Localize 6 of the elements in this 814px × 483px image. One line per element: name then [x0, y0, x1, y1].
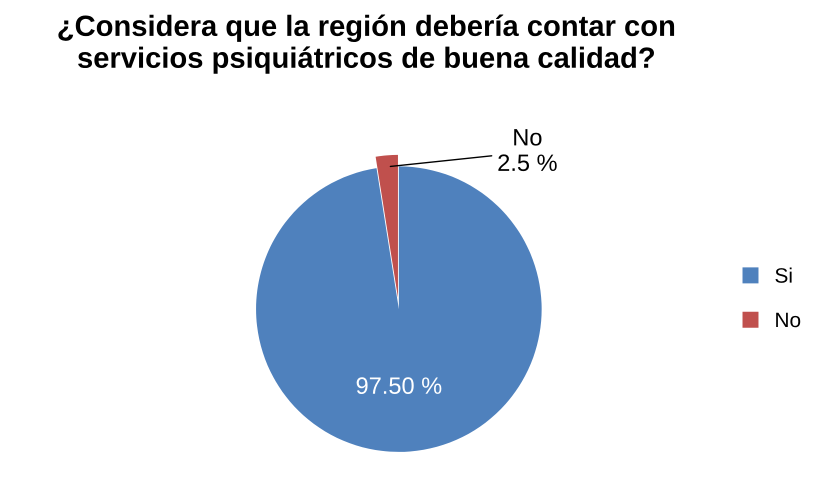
- slice-label: No: [514, 129, 542, 146]
- legend-label: Si: [775, 268, 792, 283]
- data-label: 97.50 %: [356, 377, 442, 394]
- data-label: 2.5 %: [498, 154, 557, 172]
- legend-label: No: [776, 312, 800, 328]
- chart-title: ¿Considera que la región debería contar con servicios psiquiátricos de buena calidad?: [58, 14, 674, 74]
